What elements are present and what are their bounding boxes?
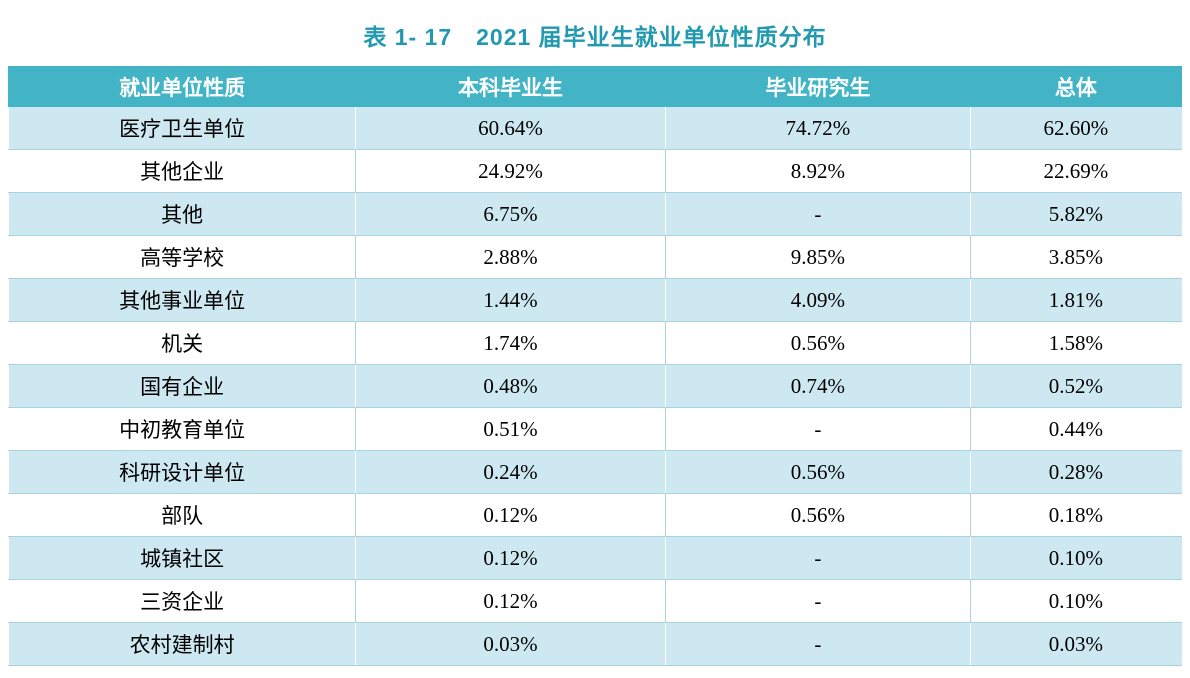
table-row: 农村建制村 0.03% -0.03% bbox=[8, 622, 1182, 666]
value-cell: 0.18% bbox=[969, 493, 1182, 537]
value-cell: 0.52% bbox=[969, 364, 1182, 408]
category-cell: 国有企业 bbox=[8, 364, 357, 408]
value-cell: 62.60% bbox=[969, 106, 1182, 150]
value-cell: 1.81% bbox=[969, 278, 1182, 322]
table-header-row: 就业单位性质 本科毕业生 毕业研究生 总体 bbox=[7, 66, 1183, 107]
column-header-total: 总体 bbox=[969, 66, 1183, 107]
value-cell: 1.44% bbox=[355, 278, 666, 322]
table-row: 城镇社区 0.12% -0.10% bbox=[8, 536, 1182, 580]
table-row: 三资企业 0.12% -0.10% bbox=[8, 579, 1182, 623]
category-cell: 农村建制村 bbox=[8, 622, 357, 666]
column-header-category: 就业单位性质 bbox=[7, 66, 357, 107]
value-cell: 0.28% bbox=[969, 450, 1182, 494]
value-cell: 0.03% bbox=[969, 622, 1182, 666]
category-cell: 高等学校 bbox=[8, 235, 357, 279]
page-title: 表 1- 17 2021 届毕业生就业单位性质分布 bbox=[363, 24, 827, 50]
value-cell: 2.88% bbox=[355, 235, 666, 279]
value-cell: 0.10% bbox=[969, 579, 1182, 623]
category-cell: 部队 bbox=[8, 493, 357, 537]
value-cell: 0.56% bbox=[664, 321, 971, 365]
value-cell: 0.56% bbox=[664, 450, 971, 494]
value-cell: 0.56% bbox=[664, 493, 971, 537]
value-cell: 24.92% bbox=[355, 149, 666, 193]
value-cell: 74.72% bbox=[664, 106, 971, 150]
category-cell: 机关 bbox=[8, 321, 357, 365]
table-row: 其他企业 24.92% 8.92% 22.69% bbox=[8, 149, 1182, 193]
table-row: 其他 6.75% -5.82% bbox=[8, 192, 1182, 236]
employment-distribution-table: 就业单位性质 本科毕业生 毕业研究生 总体 医疗卫生单位 60.64% 74.72%… bbox=[7, 66, 1183, 666]
value-cell: 0.12% bbox=[355, 493, 666, 537]
table-row: 中初教育单位 0.51% -0.44% bbox=[8, 407, 1182, 451]
table-body: 医疗卫生单位 60.64% 74.72% 62.60% 其他企业 24.92% 8.92% 2… bbox=[8, 106, 1182, 666]
value-cell: 0.44% bbox=[969, 407, 1182, 451]
table-row: 医疗卫生单位 60.64% 74.72% 62.60% bbox=[8, 106, 1182, 150]
value-cell: 1.74% bbox=[355, 321, 666, 365]
category-cell: 其他 bbox=[8, 192, 357, 236]
value-cell: 8.92% bbox=[664, 149, 971, 193]
table-row: 高等学校 2.88% 9.85% 3.85% bbox=[8, 235, 1182, 279]
value-cell: 0.24% bbox=[355, 450, 666, 494]
column-header-graduate: 毕业研究生 bbox=[664, 66, 971, 107]
value-cell: 60.64% bbox=[355, 106, 666, 150]
value-cell: 3.85% bbox=[969, 235, 1182, 279]
value-cell: - bbox=[664, 622, 971, 666]
category-cell: 城镇社区 bbox=[8, 536, 357, 580]
table-row: 科研设计单位 0.24% 0.56% 0.28% bbox=[8, 450, 1182, 494]
value-cell: 0.12% bbox=[355, 579, 666, 623]
table-row: 国有企业 0.48% 0.74% 0.52% bbox=[8, 364, 1182, 408]
value-cell: - bbox=[664, 192, 971, 236]
category-cell: 中初教育单位 bbox=[8, 407, 357, 451]
category-cell: 其他事业单位 bbox=[8, 278, 357, 322]
value-cell: - bbox=[664, 407, 971, 451]
value-cell: 0.03% bbox=[355, 622, 666, 666]
category-cell: 医疗卫生单位 bbox=[8, 106, 357, 150]
value-cell: - bbox=[664, 579, 971, 623]
category-cell: 科研设计单位 bbox=[8, 450, 357, 494]
table-row: 机关 1.74% 0.56% 1.58% bbox=[8, 321, 1182, 365]
value-cell: 0.51% bbox=[355, 407, 666, 451]
value-cell: 0.12% bbox=[355, 536, 666, 580]
column-header-undergraduate: 本科毕业生 bbox=[355, 66, 666, 107]
value-cell: - bbox=[664, 536, 971, 580]
value-cell: 6.75% bbox=[355, 192, 666, 236]
value-cell: 0.10% bbox=[969, 536, 1182, 580]
table-row: 其他事业单位 1.44% 4.09% 1.81% bbox=[8, 278, 1182, 322]
category-cell: 三资企业 bbox=[8, 579, 357, 623]
value-cell: 5.82% bbox=[969, 192, 1182, 236]
value-cell: 9.85% bbox=[664, 235, 971, 279]
value-cell: 22.69% bbox=[969, 149, 1182, 193]
value-cell: 4.09% bbox=[664, 278, 971, 322]
value-cell: 0.48% bbox=[355, 364, 666, 408]
value-cell: 0.74% bbox=[664, 364, 971, 408]
table-row: 部队 0.12% 0.56% 0.18% bbox=[8, 493, 1182, 537]
category-cell: 其他企业 bbox=[8, 149, 357, 193]
value-cell: 1.58% bbox=[969, 321, 1182, 365]
